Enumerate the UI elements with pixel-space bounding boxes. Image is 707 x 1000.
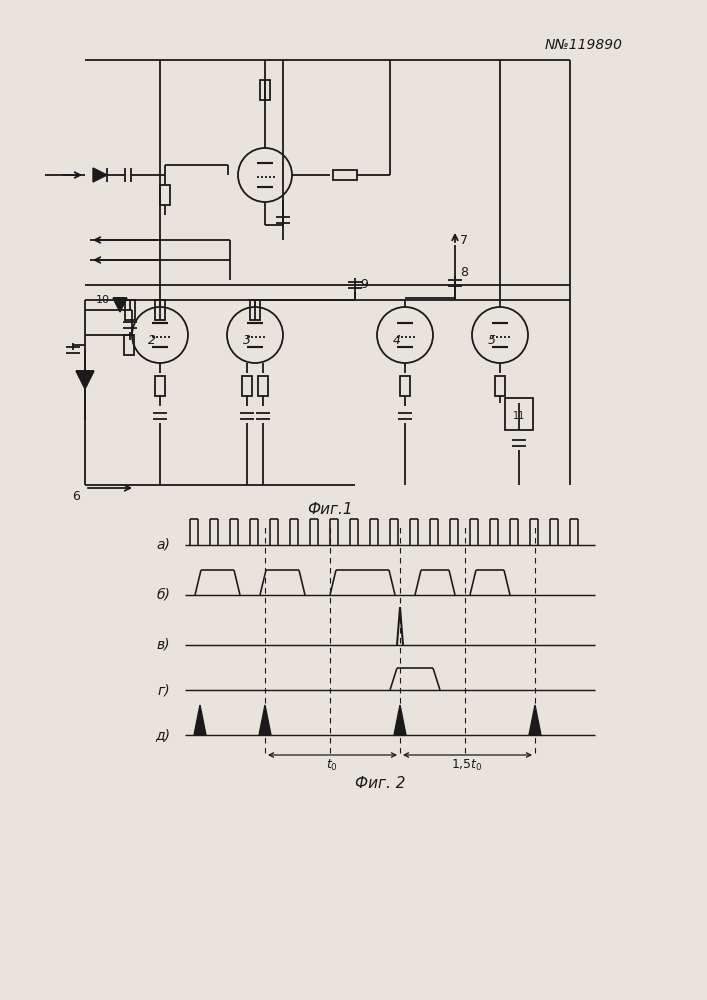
Text: 8: 8 (460, 266, 468, 279)
Text: N№119890: N№119890 (545, 38, 623, 52)
Bar (124, 335, 134, 355)
Polygon shape (113, 298, 127, 312)
Text: 4: 4 (393, 334, 401, 347)
Text: в): в) (156, 638, 170, 652)
Bar (258, 376, 268, 396)
Polygon shape (529, 705, 541, 735)
Bar (125, 300, 135, 320)
Text: а): а) (156, 538, 170, 552)
Text: 10: 10 (96, 295, 110, 305)
Text: д): д) (155, 728, 170, 742)
Text: Фиг.1: Фиг.1 (307, 502, 353, 518)
Text: 3: 3 (243, 334, 251, 347)
Bar (400, 376, 410, 396)
Polygon shape (394, 705, 406, 735)
Text: 7: 7 (460, 233, 468, 246)
Text: 2: 2 (148, 334, 156, 347)
Text: 5: 5 (488, 334, 496, 347)
Text: 9: 9 (360, 278, 368, 292)
Text: б): б) (156, 588, 170, 602)
Polygon shape (194, 705, 206, 735)
Polygon shape (259, 705, 271, 735)
Bar (155, 300, 165, 320)
Bar (495, 376, 505, 396)
Bar (250, 300, 260, 320)
Text: Фиг. 2: Фиг. 2 (355, 776, 405, 790)
Bar (260, 80, 270, 100)
Text: $1{,}5t_0$: $1{,}5t_0$ (451, 757, 483, 773)
Bar (160, 185, 170, 205)
Text: 11: 11 (513, 411, 525, 421)
Bar (155, 376, 165, 396)
Text: 6: 6 (72, 490, 80, 504)
Polygon shape (76, 371, 94, 389)
Text: г): г) (158, 683, 170, 697)
Bar (333, 170, 357, 180)
Bar (505, 398, 533, 430)
Polygon shape (93, 168, 107, 182)
Text: $t_0$: $t_0$ (326, 757, 338, 773)
Bar (242, 376, 252, 396)
